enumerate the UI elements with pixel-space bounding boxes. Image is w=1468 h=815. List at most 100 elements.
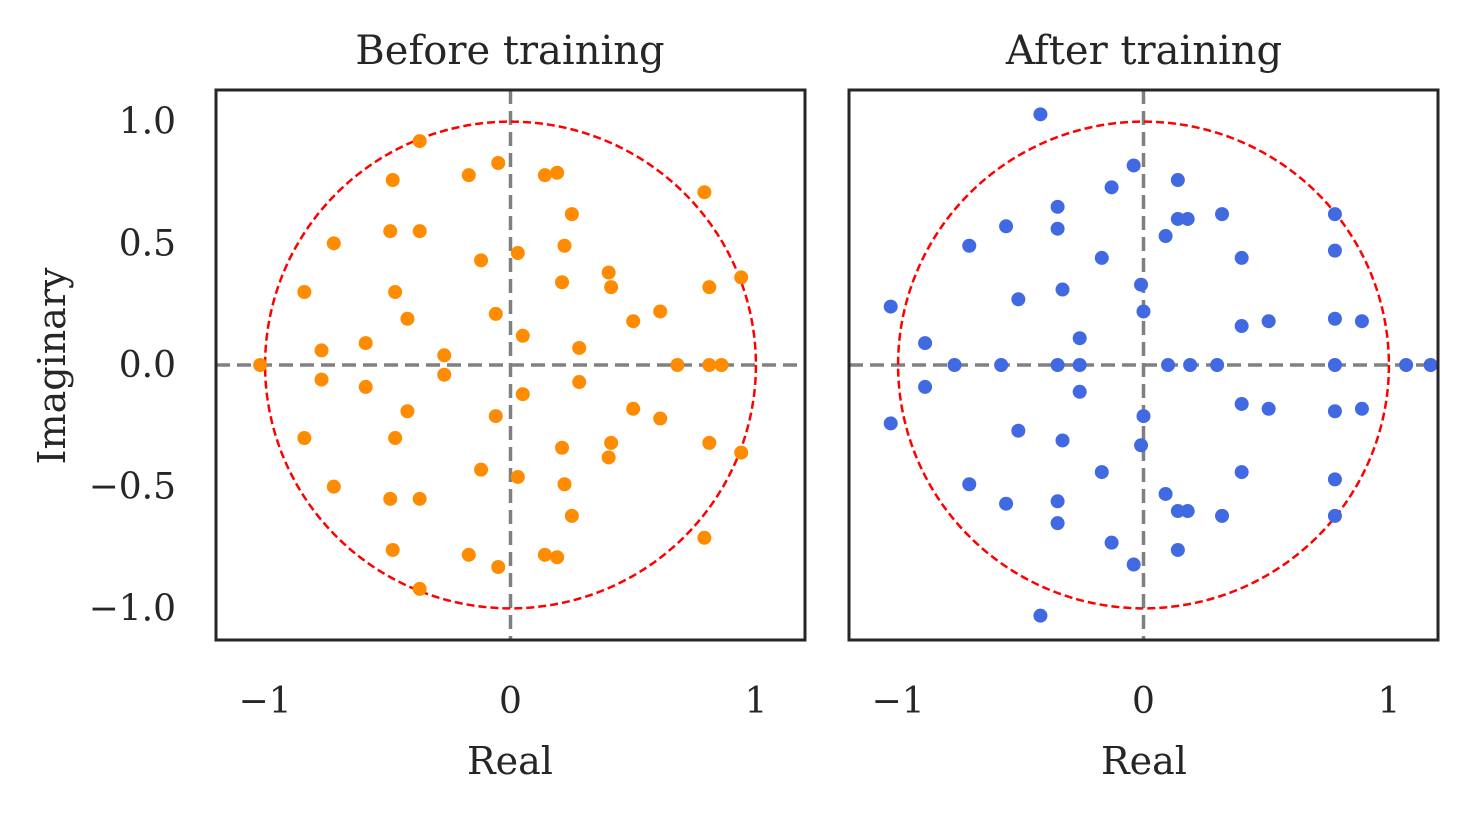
data-point [1215, 508, 1230, 523]
data-point [555, 275, 570, 290]
data-point [601, 450, 616, 465]
data-point [1055, 433, 1070, 448]
data-point [1050, 199, 1065, 214]
data-point [510, 246, 525, 261]
data-point [1094, 465, 1109, 480]
data-point [1072, 384, 1087, 399]
data-point [714, 358, 729, 372]
data-point [1136, 304, 1151, 319]
data-point [572, 340, 587, 355]
data-point [1050, 494, 1065, 509]
data-point [1327, 358, 1342, 372]
data-point [962, 477, 977, 492]
data-point [1399, 358, 1414, 372]
plot-frame-after [847, 88, 1440, 642]
data-point [253, 358, 268, 372]
data-point [1126, 158, 1141, 173]
data-point [1134, 438, 1149, 453]
data-point [1234, 465, 1249, 480]
data-point [491, 156, 506, 171]
y-tick-label: 1.0 [119, 102, 176, 143]
data-point [412, 134, 427, 149]
data-point [1423, 358, 1438, 372]
data-point [1354, 401, 1369, 416]
data-point [697, 185, 712, 200]
data-point [1011, 423, 1026, 438]
y-tick-label: 0.0 [119, 345, 176, 386]
data-point [1055, 282, 1070, 297]
data-point [1050, 221, 1065, 236]
data-point [1011, 292, 1026, 307]
y-tick-label: −0.5 [89, 467, 176, 508]
data-point [358, 379, 373, 394]
data-point [1094, 250, 1109, 265]
plot-area-after [849, 90, 1438, 640]
data-point [883, 416, 898, 431]
data-point [734, 445, 749, 460]
data-point [883, 299, 898, 314]
data-point [697, 530, 712, 545]
data-point [1234, 250, 1249, 265]
y-axis-label: Imaginary [30, 267, 74, 464]
data-point [1158, 486, 1173, 501]
x-tick-label: −1 [872, 681, 925, 722]
data-point [604, 280, 619, 295]
data-point [437, 367, 452, 382]
data-point [1033, 107, 1048, 122]
data-point [358, 336, 373, 351]
data-point [1327, 508, 1342, 523]
data-point [702, 435, 717, 450]
data-point [412, 491, 427, 506]
data-point [1261, 401, 1276, 416]
data-point [385, 173, 400, 188]
data-point [385, 542, 400, 557]
data-point [1134, 277, 1149, 292]
data-point [1180, 504, 1195, 519]
data-point [670, 358, 685, 372]
data-point [1126, 557, 1141, 572]
data-point [962, 238, 977, 253]
data-point [488, 306, 503, 321]
data-point [1234, 396, 1249, 411]
data-point [572, 375, 587, 390]
data-point [550, 550, 565, 565]
data-point [626, 401, 641, 416]
data-point [488, 409, 503, 424]
data-point [388, 431, 403, 446]
data-point [604, 435, 619, 450]
data-point [626, 314, 641, 329]
data-point [1033, 608, 1048, 623]
data-point [510, 469, 525, 484]
x-tick-label: 1 [1377, 681, 1400, 722]
data-point [557, 238, 572, 253]
data-point [1215, 207, 1230, 222]
data-point [1180, 211, 1195, 226]
data-point [1050, 516, 1065, 531]
panel-before-training: Before training Real −1 0 1 1.0 0.5 0.0 −0.5 −1… [89, 28, 807, 783]
data-point [326, 236, 341, 251]
data-point [1170, 542, 1185, 557]
data-point [1327, 207, 1342, 222]
data-point [564, 207, 579, 222]
x-axis-label-before: Real [467, 739, 553, 783]
data-point [564, 508, 579, 523]
data-point [437, 348, 452, 363]
data-point [550, 165, 565, 180]
data-point [326, 479, 341, 494]
x-tick-label: −1 [239, 681, 292, 722]
data-point [412, 224, 427, 239]
data-point [474, 253, 489, 268]
panel-title-after: After training [1005, 28, 1282, 74]
data-point [1104, 180, 1119, 195]
data-point [491, 559, 506, 574]
data-point [702, 358, 717, 372]
data-point [918, 379, 933, 394]
unit-circle [896, 120, 1391, 610]
data-point [400, 404, 415, 419]
data-point [1183, 358, 1198, 372]
data-point [383, 224, 398, 239]
unit-circle [263, 120, 758, 610]
data-point [383, 491, 398, 506]
data-point [1050, 358, 1065, 372]
